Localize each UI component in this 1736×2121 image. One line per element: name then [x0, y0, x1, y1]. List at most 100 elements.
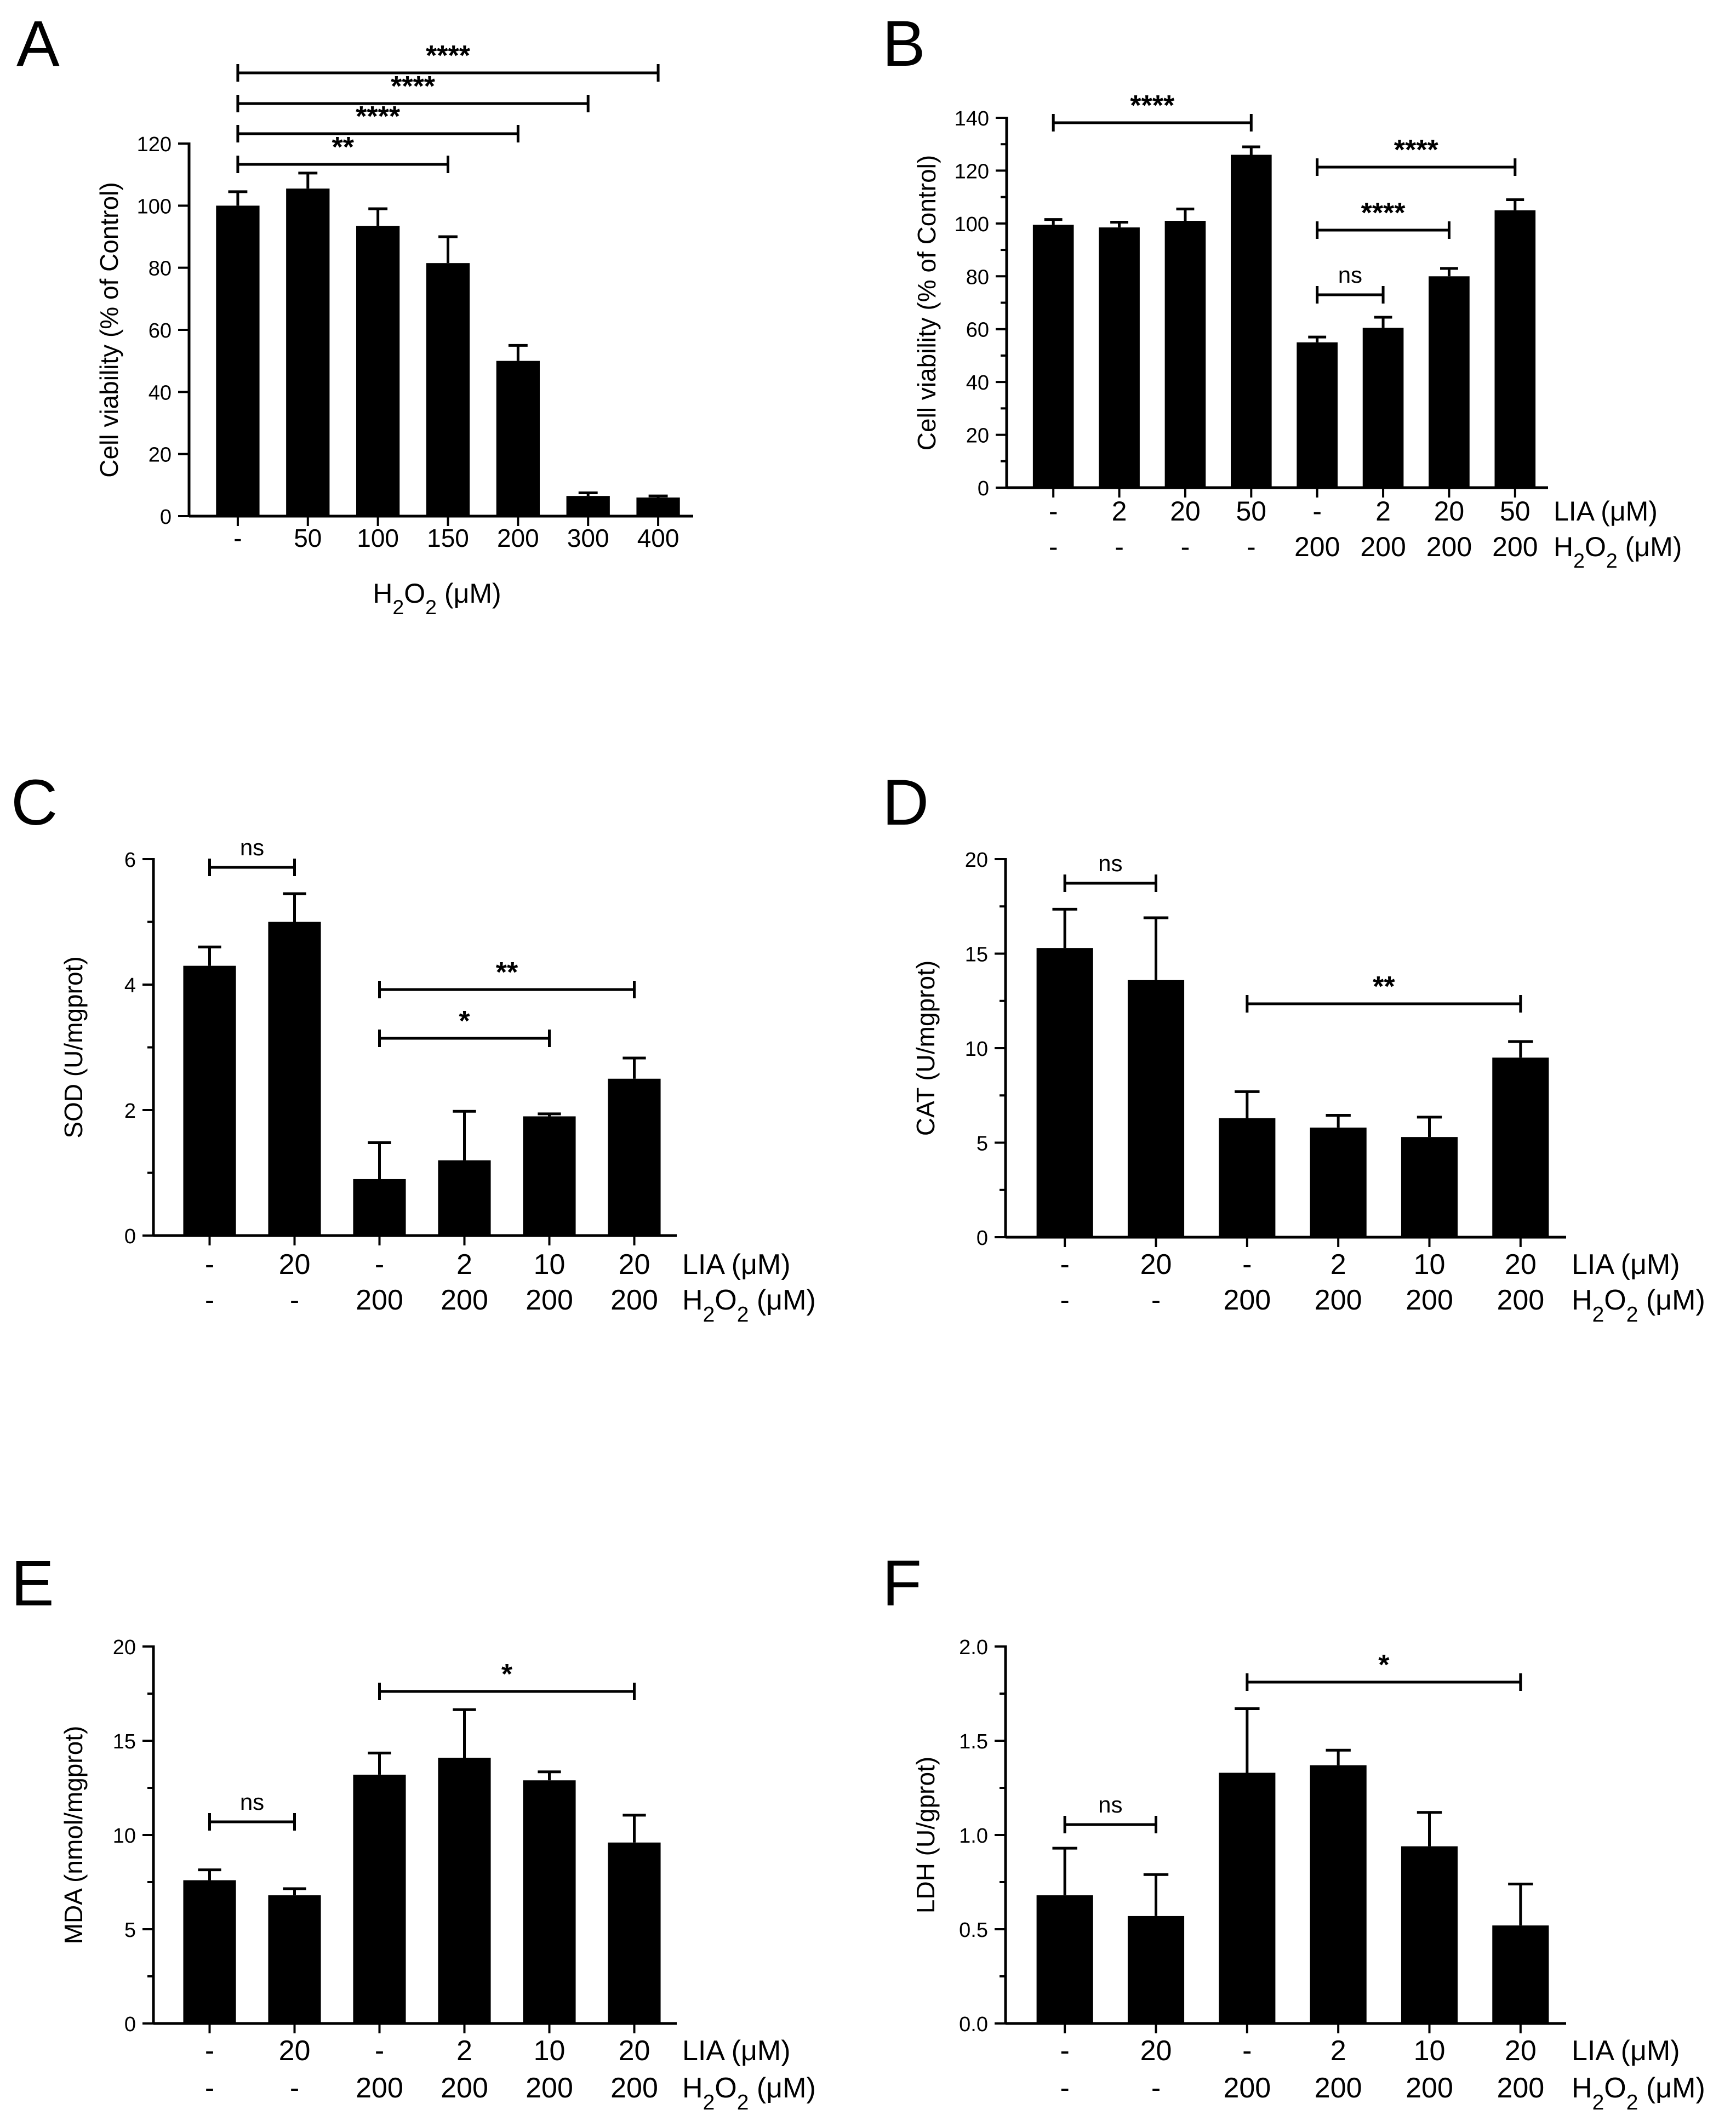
x-tick-label: 200 — [1294, 531, 1340, 562]
x-tick-label: - — [375, 2035, 384, 2067]
significance-label: **** — [426, 40, 471, 72]
bar — [1401, 1846, 1458, 2023]
x-tick-label: 2 — [456, 1249, 472, 1280]
x-tick-label: 200 — [1497, 2072, 1544, 2104]
y-tick-label: 0.0 — [959, 2013, 988, 2036]
y-axis-title: SOD (U/mgprot) — [59, 956, 88, 1138]
x-tick-label: 200 — [1315, 2072, 1362, 2104]
chart-panel-D: D 0 5 10 15 20 CAT (U/mgprot) - 20 - 2 10 20 LIA (μM)… — [882, 767, 1705, 1327]
x-tick-label: - — [1151, 1284, 1161, 1316]
y-axis-title: LDH (U/gprot) — [911, 1757, 940, 1913]
bar — [438, 1160, 491, 1236]
significance-label: ns — [240, 1789, 264, 1815]
x-tick-label: 300 — [567, 524, 609, 552]
y-tick-label: 120 — [955, 160, 989, 183]
y-tick-label: 120 — [137, 133, 172, 156]
bar — [356, 226, 400, 517]
x-tick-label: 200 — [1360, 531, 1406, 562]
panel-label: A — [16, 8, 60, 80]
x-tick-label: 2 — [1112, 496, 1127, 527]
x-tick-label: 2 — [1330, 1249, 1346, 1280]
x-tick-label: 20 — [1170, 496, 1201, 527]
panel-label: E — [11, 1547, 54, 1620]
x-tick-label: 10 — [1414, 2035, 1446, 2067]
x-tick-label: 100 — [357, 524, 399, 552]
x-tick-label: - — [205, 1284, 214, 1316]
y-tick-label: 2.0 — [959, 1636, 988, 1659]
significance-label: ns — [1098, 1792, 1122, 1817]
x-tick-label: 2 — [1375, 496, 1391, 527]
y-tick-label: 40 — [149, 381, 172, 404]
significance-label: * — [501, 1659, 513, 1690]
bar — [426, 263, 470, 516]
x-tick-label: - — [205, 2072, 214, 2104]
bar — [1219, 1118, 1276, 1237]
x-tick-label: 200 — [1426, 531, 1472, 562]
bar — [353, 1774, 406, 2023]
bar — [1219, 1773, 1276, 2023]
y-tick-label: 2 — [124, 1100, 136, 1123]
x-tick-label: - — [233, 524, 242, 552]
y-tick-label: 6 — [124, 849, 136, 872]
bar — [183, 1880, 236, 2023]
x-tick-label: 200 — [497, 524, 539, 552]
x-tick-label: - — [1049, 496, 1058, 527]
x-tick-label: 200 — [356, 2072, 403, 2104]
y-axis-title: MDA (nmol/mgprot) — [59, 1726, 88, 1945]
significance-label: ns — [240, 834, 264, 860]
x-tick-label: - — [1060, 2072, 1070, 2104]
y-axis-title: Cell viability (% of Control) — [912, 155, 941, 450]
x-tick-label: - — [1242, 1249, 1252, 1280]
significance-label: ns — [1098, 850, 1122, 876]
bar — [1429, 276, 1470, 488]
x-tick-label: 200 — [1406, 2072, 1453, 2104]
bar — [1032, 225, 1074, 488]
y-tick-label: 140 — [955, 107, 989, 130]
y-tick-label: 0 — [976, 1227, 988, 1250]
bar — [523, 1116, 576, 1236]
y-tick-label: 100 — [137, 195, 172, 218]
y-tick-label: 0 — [124, 2013, 136, 2036]
chart-panel-F: F 0.0 0.5 1.0 1.5 2.0 LDH (U/gprot) - 20 - 2 10 20 LI… — [882, 1547, 1705, 2114]
y-tick-label: 40 — [966, 371, 989, 395]
bar — [523, 1780, 576, 2023]
x-tick-label: 20 — [279, 1249, 311, 1280]
x-tick-label: 20 — [1140, 2035, 1172, 2067]
significance-label: ns — [1338, 262, 1362, 288]
x-tick-label: 200 — [356, 1284, 403, 1316]
y-tick-label: 0 — [978, 477, 989, 500]
x-tick-label: 50 — [294, 524, 322, 552]
bar — [1164, 221, 1206, 488]
x-row-label: LIA (μM) — [682, 1249, 791, 1280]
panel-label: F — [882, 1547, 922, 1620]
x-tick-label: 200 — [441, 2072, 488, 2104]
x-tick-label: 20 — [1505, 1249, 1537, 1280]
x-tick-label: - — [1049, 531, 1058, 562]
y-tick-label: 15 — [965, 944, 988, 967]
x-tick-label: 50 — [1236, 496, 1267, 527]
x-tick-label: 200 — [1497, 1284, 1544, 1316]
bar — [1401, 1137, 1458, 1237]
x-tick-label: 200 — [526, 2072, 573, 2104]
x-tick-label: - — [1060, 1249, 1070, 1280]
significance-label: ** — [1373, 971, 1395, 1003]
chart-panel-E: E 0 5 10 15 20 MDA (nmol/mgprot) - 20 - 2 10 20 LIA (… — [11, 1547, 816, 2114]
bar — [1492, 1925, 1549, 2023]
chart-panel-A: A 0 20 40 60 80 100 120 Cell viability (% of Con… — [16, 8, 693, 619]
x-tick-label: 20 — [279, 2035, 311, 2067]
significance-label: **** — [1394, 134, 1439, 166]
x-tick-label: 10 — [534, 2035, 566, 2067]
significance-label: * — [1378, 1649, 1390, 1681]
significance-label: **** — [391, 71, 436, 102]
x-tick-label: - — [1181, 531, 1190, 562]
bar — [1127, 1916, 1185, 2023]
x-row-label: LIA (μM) — [1572, 1249, 1680, 1280]
y-tick-label: 20 — [113, 1636, 136, 1659]
x-tick-label: 200 — [610, 1284, 658, 1316]
bar — [566, 496, 610, 516]
bar — [1036, 948, 1093, 1237]
y-tick-label: 0 — [124, 1225, 136, 1248]
chart-panel-C: C 0 2 4 6 SOD (U/mgprot) - 20 - 2 10 20 LIA (μM) - - 20… — [11, 767, 816, 1327]
bar — [216, 205, 260, 516]
